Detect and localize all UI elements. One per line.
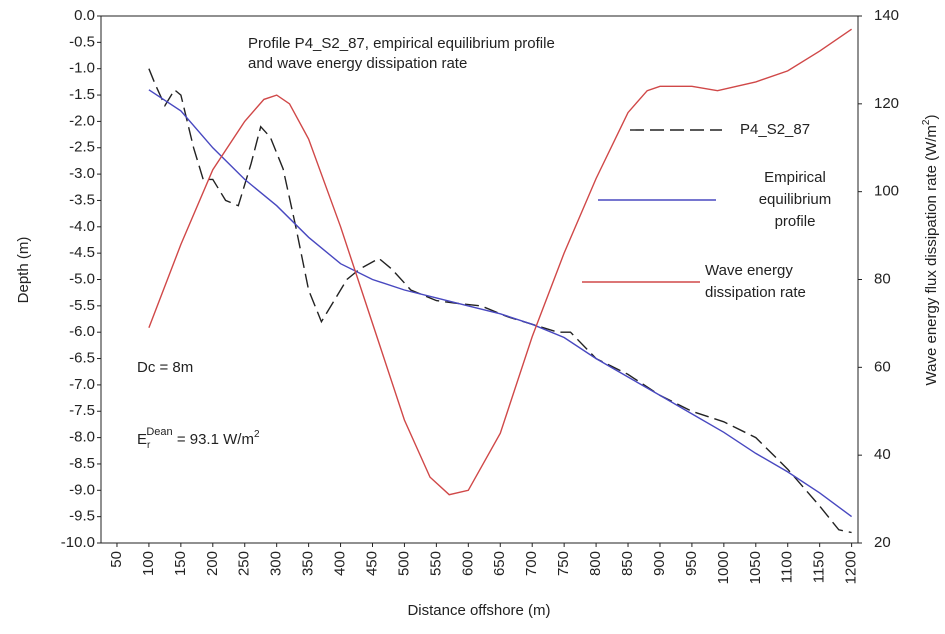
x-tick-label: 800 [587,551,604,576]
annotation-sup: Dean [146,426,172,438]
annotation-sub: r [147,440,151,451]
x-tick-label: 1150 [811,551,828,583]
x-tick-label: 600 [459,551,476,576]
y-tick-label: -9.0 [69,481,95,498]
y-tick-label: -10.0 [61,534,95,551]
x-axis-label: Distance offshore (m) [407,602,550,619]
y2-tick-label: 60 [874,358,891,375]
x-tick-label: 400 [332,551,349,576]
x-tick-label: 850 [619,551,636,576]
x-tick-label: 700 [523,551,540,576]
y-axis-label: Depth (m) [15,237,32,304]
legend-label: Empirical [764,169,826,186]
y2-tick-label: 100 [874,183,899,200]
y2-tick-label: 20 [874,534,891,551]
legend-label: P4_S2_87 [740,121,810,138]
series-line [148,89,853,518]
series-line [148,28,852,496]
y-tick-label: -7.5 [69,402,95,419]
legend-label: dissipation rate [705,284,806,301]
y2-axis-label: Wave energy flux dissipation rate (W/m2) [921,115,940,386]
y-tick-label: -5.5 [69,297,95,314]
y-tick-label: -8.0 [69,429,95,446]
y-tick-label: -4.5 [69,244,95,261]
y-tick-label: -2.0 [69,112,95,129]
y-tick-label: -6.5 [69,350,95,367]
y-tick-label: -5.0 [69,270,95,287]
legend-label: Wave energy [705,262,793,279]
y-tick-label: -3.0 [69,165,95,182]
x-tick-label: 200 [204,551,221,576]
x-tick-label: 900 [651,551,668,576]
y-tick-label: -1.5 [69,86,95,103]
y-tick-label: 0.0 [74,7,95,24]
x-tick-label: 300 [268,551,285,576]
y-tick-label: -6.0 [69,323,95,340]
x-tick-label: 950 [683,551,700,576]
y2-axis-label-end: ) [923,115,940,120]
x-tick-label: 1000 [715,551,732,584]
annotation: Dc = 8m [137,359,193,376]
y-tick-label: -8.5 [69,455,95,472]
y-tick-label: -0.5 [69,33,95,50]
annotation-base: E [137,431,147,448]
y-tick-label: -1.0 [69,60,95,77]
series-line [148,68,852,534]
chart-title: and wave energy dissipation rate [248,55,467,72]
y2-tick-label: 120 [874,95,899,112]
x-tick-label: 1200 [843,551,860,584]
y-tick-label: -4.0 [69,218,95,235]
annotation-text: = 93.1 W/m [173,431,254,448]
y2-axis-label-text: Wave energy flux dissipation rate (W/m [923,125,940,385]
legend-label: profile [775,213,816,230]
y-tick-label: -3.5 [69,191,95,208]
y-tick-label: -9.5 [69,508,95,525]
x-tick-label: 1050 [747,551,764,584]
y2-tick-label: 140 [874,7,899,24]
annotation-sup: 2 [254,429,260,440]
plot-frame [100,15,859,544]
x-tick-label: 550 [427,551,444,576]
legend-label: equilibrium [759,191,832,208]
y-tick-label: -7.0 [69,376,95,393]
x-tick-label: 500 [395,551,412,576]
y2-tick-label: 40 [874,446,891,463]
annotation: Er Dean = 93.1 W/m2 [137,426,260,451]
x-tick-label: 350 [300,551,317,576]
chart-title: Profile P4_S2_87, empirical equilibrium … [248,35,555,52]
x-tick-label: 450 [363,551,380,576]
y2-axis-label-sup: 2 [921,119,932,125]
x-tick-label: 650 [491,551,508,576]
x-tick-label: 150 [172,551,189,576]
x-tick-label: 1100 [779,551,796,583]
y-tick-label: -2.5 [69,139,95,156]
x-tick-label: 250 [236,551,253,576]
y2-tick-label: 80 [874,270,891,287]
x-tick-label: 750 [555,551,572,576]
x-tick-label: 100 [140,551,157,576]
x-tick-label: 50 [108,551,125,568]
